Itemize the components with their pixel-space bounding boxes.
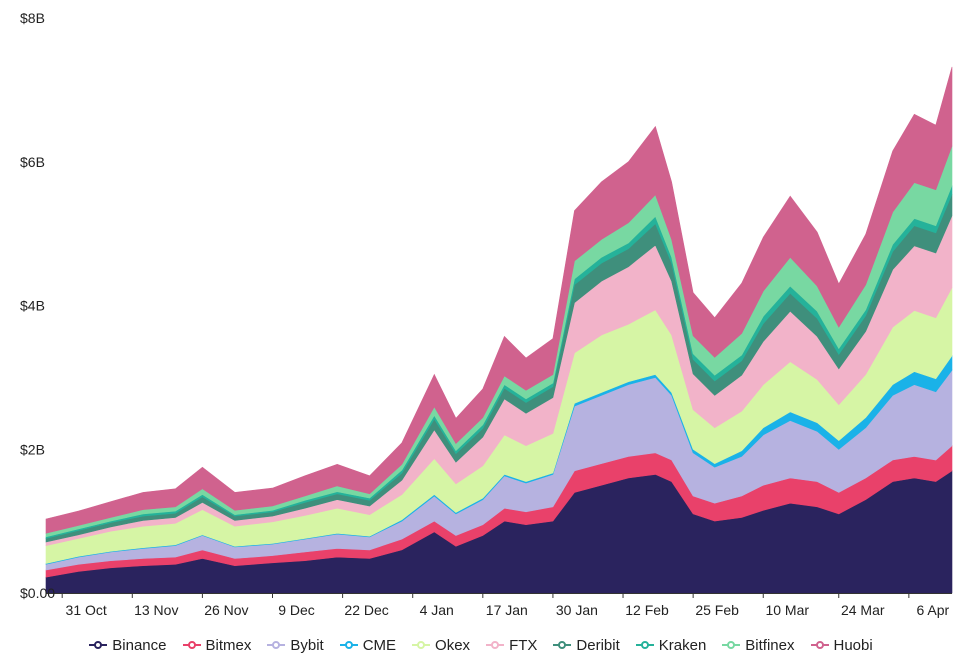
legend-item-huobi[interactable]: Huobi [810,636,873,654]
legend-marker-icon [635,640,654,650]
x-tick-label: 4 Jan [420,602,454,618]
legend-marker-icon [810,640,829,650]
legend-item-ftx[interactable]: FTX [486,637,537,654]
legend-marker-icon [486,640,505,650]
legend-label: Kraken [658,636,707,654]
legend-label: Bitfinex [745,636,795,654]
x-tick-label: 26 Nov [204,602,248,618]
chart-areas [45,66,953,594]
legend-item-kraken[interactable]: Kraken [635,636,707,654]
chart-legend: Binance Bitmex Bybit CME Okex FTX Deribit Krake… [0,632,962,658]
x-tick-label: 12 Feb [625,602,669,618]
x-tick-label: 6 Apr [917,602,950,618]
y-tick-label: $4B [20,298,45,314]
legend-item-okex[interactable]: Okex [412,637,470,654]
legend-label: Bitmex [205,636,252,654]
legend-marker-icon [412,640,431,650]
legend-item-bybit[interactable]: Bybit [267,636,324,654]
legend-item-bitmex[interactable]: Bitmex [182,636,252,654]
legend-item-binance[interactable]: Binance [89,636,167,654]
legend-item-bitfinex[interactable]: Bitfinex [722,636,795,654]
legend-label: Binance [112,636,167,654]
x-tick-label: 24 Mar [841,602,885,618]
legend-marker-icon [722,640,741,650]
x-tick-label: 31 Oct [66,602,107,618]
x-tick-label: 9 Dec [278,602,315,618]
x-tick-label: 25 Feb [695,602,739,618]
y-tick-label: $0.00 [20,585,55,601]
x-tick-label: 13 Nov [134,602,178,618]
chart-axes: $0.00 $2B $4B $6B $8B 31 Oct 13 Nov 26 Nov 9 Dec… [20,10,952,618]
y-tick-label: $6B [20,154,45,170]
x-tick-label: 30 Jan [556,602,598,618]
legend-marker-icon [553,640,572,650]
legend-marker-icon [182,640,201,650]
legend-label: CME [362,636,397,654]
y-tick-label: $2B [20,441,45,457]
area-huobi[interactable] [45,66,953,534]
legend-label: Deribit [576,636,620,654]
legend-label: FTX [509,636,538,654]
stacked-area-chart: $0.00 $2B $4B $6B $8B 31 Oct 13 Nov 26 Nov 9 Dec… [20,10,953,618]
x-tick-label: 10 Mar [765,602,809,618]
x-tick-label: 17 Jan [486,602,528,618]
legend-item-deribit[interactable]: Deribit [553,636,620,654]
legend-label: Bybit [290,636,324,654]
legend-label: Huobi [833,636,873,654]
y-tick-label: $8B [20,10,45,26]
legend-item-cme[interactable]: CME [339,636,397,654]
legend-marker-icon [267,640,286,650]
legend-label: Okex [435,636,471,654]
legend-marker-icon [89,640,108,650]
legend-marker-icon [339,640,358,650]
x-tick-label: 22 Dec [344,602,388,618]
